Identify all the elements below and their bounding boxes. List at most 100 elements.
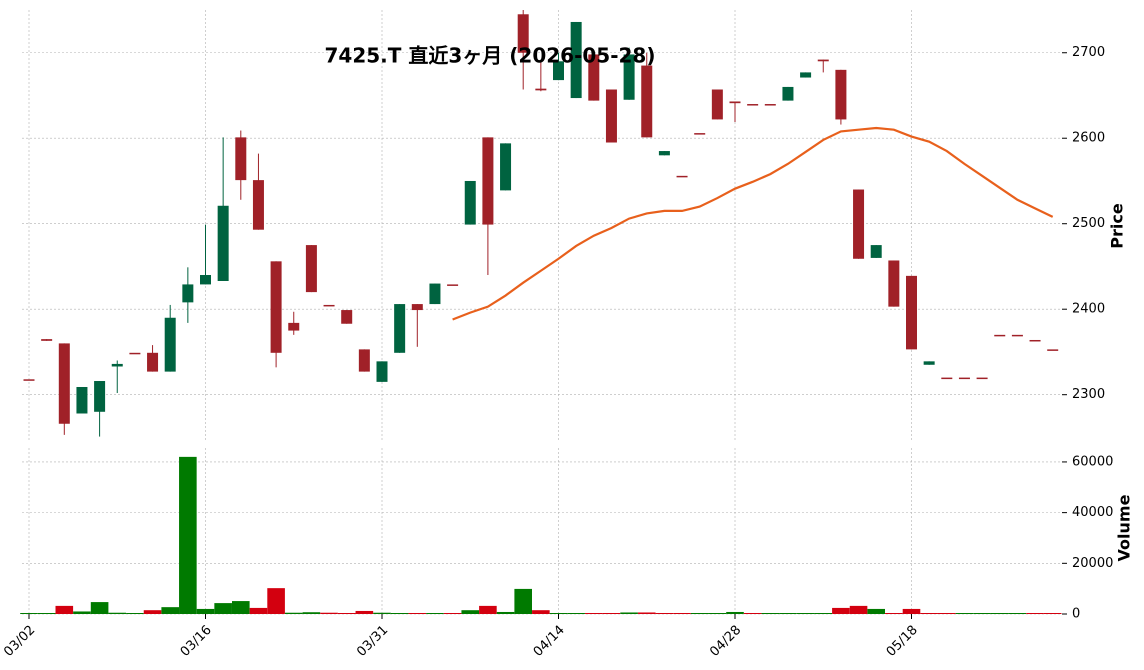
volume-bar <box>443 613 462 614</box>
candle-body <box>1047 349 1059 351</box>
candle-body <box>906 275 917 350</box>
volume-bar <box>955 613 974 614</box>
candle-body <box>23 379 35 381</box>
candle-body <box>164 317 176 372</box>
volume-bar <box>796 613 815 614</box>
volume-bar <box>973 613 991 614</box>
volume-bar <box>461 610 480 614</box>
candle-body <box>570 21 582 99</box>
candle-body <box>182 284 194 303</box>
y-tick-label: 2500 <box>1072 216 1105 231</box>
volume-bar <box>214 603 232 614</box>
volume-bar <box>161 607 179 614</box>
candle-body <box>870 245 882 258</box>
candle-body <box>235 137 247 181</box>
candle-body <box>605 89 617 143</box>
candle-body <box>76 386 88 414</box>
candle-body <box>747 104 759 106</box>
candle-body <box>376 361 388 382</box>
candle-body <box>676 175 688 178</box>
volume-bar <box>514 588 532 614</box>
volume-bar <box>73 611 91 614</box>
volume-bar <box>637 612 656 614</box>
volume-bar <box>885 613 903 614</box>
volume-bar <box>620 612 638 614</box>
candle-body <box>270 261 282 353</box>
candle-body <box>217 205 229 281</box>
volume-bar <box>20 613 38 614</box>
y-tick-label: 40000 <box>1072 505 1113 520</box>
volume-bar <box>761 613 780 614</box>
volume-bar <box>849 605 868 614</box>
candle-body <box>623 54 635 100</box>
candle-body <box>200 275 211 285</box>
y-axis-label: Price <box>1108 203 1127 249</box>
candle-body <box>994 334 1006 337</box>
volume-bar <box>302 612 321 614</box>
volume-bar <box>814 613 833 614</box>
candle-body <box>482 137 494 225</box>
x-tick-label: 03/31 <box>354 623 391 660</box>
volume-bar <box>708 613 727 614</box>
volume-bar <box>196 608 215 614</box>
volume-bar <box>1043 613 1062 614</box>
candle-body <box>641 65 653 138</box>
candle-body <box>835 69 847 120</box>
volume-bar <box>126 613 144 614</box>
candle-body <box>853 189 865 259</box>
x-tick-label: 04/28 <box>707 623 744 660</box>
candle-body <box>129 352 141 355</box>
volume-bar <box>390 613 409 614</box>
volume-bar <box>249 607 268 614</box>
volume-bar <box>1026 613 1044 614</box>
volume-bar <box>37 613 56 614</box>
candle-body <box>305 245 317 293</box>
candle-body <box>94 381 106 412</box>
volume-bar <box>743 613 762 614</box>
y-tick-label: 60000 <box>1072 454 1113 469</box>
candle-body <box>588 54 600 101</box>
y-tick-label: 2700 <box>1072 45 1105 60</box>
volume-bar <box>267 588 285 614</box>
volume-bar <box>232 601 250 614</box>
volume-bar <box>408 613 427 614</box>
y-tick-label: 2600 <box>1072 131 1105 146</box>
volume-bar <box>867 608 885 614</box>
chart-title: 7425.T 直近3ヶ月 (2026-05-28) <box>325 44 656 68</box>
volume-bar <box>355 610 374 614</box>
candle-body <box>764 104 776 106</box>
candle-body <box>41 339 53 341</box>
volume-bar <box>284 612 303 614</box>
y-tick-label: 0 <box>1072 607 1080 622</box>
candle-body <box>658 151 670 156</box>
volume-bar <box>90 602 109 614</box>
volume-bar <box>938 613 956 614</box>
volume-bar <box>373 612 391 614</box>
candle-body <box>429 283 441 305</box>
volume-bar <box>832 607 850 614</box>
volume-bar <box>496 611 515 614</box>
candle-body <box>553 61 564 81</box>
candle-body <box>147 352 159 372</box>
volume-bar <box>179 456 197 614</box>
candle-body <box>711 89 723 120</box>
volume-bar <box>320 612 338 614</box>
volume-bar <box>337 613 356 614</box>
candle-body <box>976 377 988 380</box>
volume-bar <box>990 613 1009 614</box>
y-tick-label: 2400 <box>1072 302 1105 317</box>
volume-bar <box>779 613 797 614</box>
candle-body <box>111 363 123 367</box>
candle-body <box>958 377 970 380</box>
y-tick-label: 20000 <box>1072 556 1113 571</box>
volume-bar <box>1008 613 1027 614</box>
candle-body <box>694 133 706 135</box>
volume-bar <box>567 613 585 614</box>
candle-body <box>500 143 512 191</box>
volume-bar <box>479 605 497 614</box>
volume-bar <box>585 613 603 614</box>
candle-body <box>358 349 370 372</box>
candle-body <box>782 86 794 101</box>
volume-bar <box>602 613 621 614</box>
candle-body <box>888 260 900 307</box>
